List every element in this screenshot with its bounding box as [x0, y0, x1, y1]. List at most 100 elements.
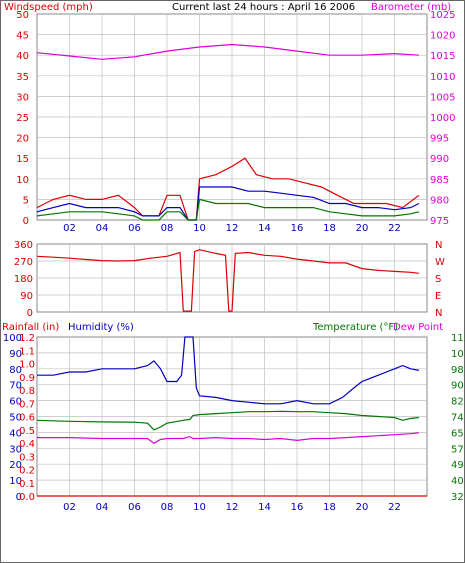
x-tick-label: 20: [356, 223, 369, 234]
humidity-tick-label: 50: [9, 413, 22, 424]
x-tick-label: 18: [323, 502, 336, 513]
barometer-tick-label: 990: [430, 154, 449, 165]
barometer-tick-label: 1005: [430, 92, 455, 103]
windspeed-axis-title: Windspeed (mph): [4, 2, 93, 13]
x-tick-label: 20: [356, 502, 369, 513]
x-tick-label: 16: [291, 502, 304, 513]
rainfall-tick-label: 0.7: [19, 399, 35, 410]
windspeed-tick-label: 45: [16, 31, 29, 42]
direction-tick-label: 90: [20, 291, 33, 302]
dewpoint-axis-title: Dew Point: [393, 322, 443, 333]
humidity-tick-label: 70: [9, 381, 22, 392]
series-line-temperature: [36, 410, 419, 431]
windspeed-tick-label: 0: [23, 216, 29, 227]
x-tick-label: 02: [63, 223, 76, 234]
barometer-tick-label: 980: [430, 195, 449, 206]
series-line-avg: [36, 186, 420, 221]
barometer-tick-label: 1010: [430, 72, 455, 83]
x-tick-label: 14: [258, 223, 271, 234]
compass-tick-label: S: [435, 274, 441, 285]
direction-tick-label: 180: [14, 274, 33, 285]
windspeed-tick-label: 15: [16, 154, 29, 165]
humidity-tick-label: 0: [16, 492, 22, 503]
series-line-min: [36, 198, 420, 221]
temperature-tick-label: 115: [451, 333, 465, 344]
barometer-tick-label: 1000: [430, 113, 455, 124]
x-tick-label: 04: [96, 502, 109, 513]
rainfall-tick-label: 0.6: [19, 413, 35, 424]
rainfall-axis-title: Rainfall (in): [2, 322, 59, 333]
humidity-axis-title: Humidity (%): [68, 322, 134, 333]
rainfall-tick-label: 1.1: [19, 346, 35, 357]
x-tick-label: 14: [258, 502, 271, 513]
series-line-direction: [36, 249, 419, 312]
rainfall-tick-label: 0.8: [19, 386, 35, 397]
rainfall-tick-label: 0.2: [19, 466, 35, 477]
windspeed-tick-label: 20: [16, 134, 29, 145]
direction-tick-label: 0: [27, 308, 33, 319]
temperature-tick-label: 74: [451, 413, 464, 424]
rainfall-tick-label: 0.1: [19, 479, 35, 490]
compass-tick-label: E: [435, 291, 441, 302]
temperature-tick-label: 65: [451, 428, 464, 439]
direction-tick-label: 360: [14, 240, 33, 251]
temperature-tick-label: 107: [451, 349, 465, 360]
direction-tick-label: 270: [14, 257, 33, 268]
humidity-tick-label: 60: [9, 397, 22, 408]
x-tick-label: 12: [226, 223, 239, 234]
temperature-tick-label: 98: [451, 365, 464, 376]
barometer-tick-label: 1015: [430, 51, 455, 62]
x-tick-label: 02: [63, 502, 76, 513]
humidity-tick-label: 100: [3, 333, 22, 344]
humidity-tick-label: 30: [9, 444, 22, 455]
rainfall-tick-label: 0.0: [19, 492, 35, 503]
compass-tick-label: N: [435, 308, 442, 319]
x-tick-label: 16: [291, 223, 304, 234]
temperature-tick-label: 32: [451, 492, 464, 503]
humidity-tick-label: 20: [9, 460, 22, 471]
barometer-tick-label: 1025: [430, 10, 455, 21]
x-tick-label: 10: [193, 502, 206, 513]
rainfall-tick-label: 0.5: [19, 426, 35, 437]
x-tick-label: 12: [226, 502, 239, 513]
barometer-tick-label: 995: [430, 134, 449, 145]
windspeed-tick-label: 40: [16, 51, 29, 62]
x-tick-label: 10: [193, 223, 206, 234]
rainfall-tick-label: 0.9: [19, 373, 35, 384]
compass-tick-label: N: [435, 240, 442, 251]
barometer-tick-label: 975: [430, 216, 449, 227]
rainfall-tick-label: 0.3: [19, 452, 35, 463]
rainfall-tick-label: 1.0: [19, 360, 35, 371]
humidity-tick-label: 80: [9, 365, 22, 376]
humidity-tick-label: 90: [9, 349, 22, 360]
windspeed-tick-label: 50: [16, 10, 29, 21]
series-line-gust: [36, 157, 420, 221]
series-line-barometer: [36, 43, 419, 60]
series-line-humidity: [37, 336, 420, 405]
temperature-tick-label: 49: [451, 460, 464, 471]
temperature-tick-label: 90: [451, 381, 464, 392]
windspeed-tick-label: 5: [23, 195, 29, 206]
x-tick-label: 06: [128, 502, 141, 513]
x-tick-label: 18: [323, 223, 336, 234]
x-tick-label: 08: [161, 223, 174, 234]
x-tick-label: 04: [96, 223, 109, 234]
temperature-tick-label: 40: [451, 476, 464, 487]
windspeed-tick-label: 30: [16, 92, 29, 103]
rainfall-tick-label: 0.4: [19, 439, 35, 450]
chart-title: Current last 24 hours : April 16 2006: [172, 2, 355, 13]
barometer-tick-label: 1020: [430, 31, 455, 42]
series-line-dewpoint: [37, 432, 419, 445]
temperature-tick-label: 57: [451, 444, 464, 455]
windspeed-tick-label: 25: [16, 113, 29, 124]
x-tick-label: 06: [128, 223, 141, 234]
humidity-tick-label: 10: [9, 476, 22, 487]
temperature-axis-title: Temperature (°F): [312, 322, 398, 333]
windspeed-tick-label: 10: [16, 175, 29, 186]
temperature-tick-label: 82: [451, 397, 464, 408]
x-tick-label: 22: [388, 223, 401, 234]
rainfall-tick-label: 1.2: [19, 333, 35, 344]
windspeed-tick-label: 35: [16, 72, 29, 83]
